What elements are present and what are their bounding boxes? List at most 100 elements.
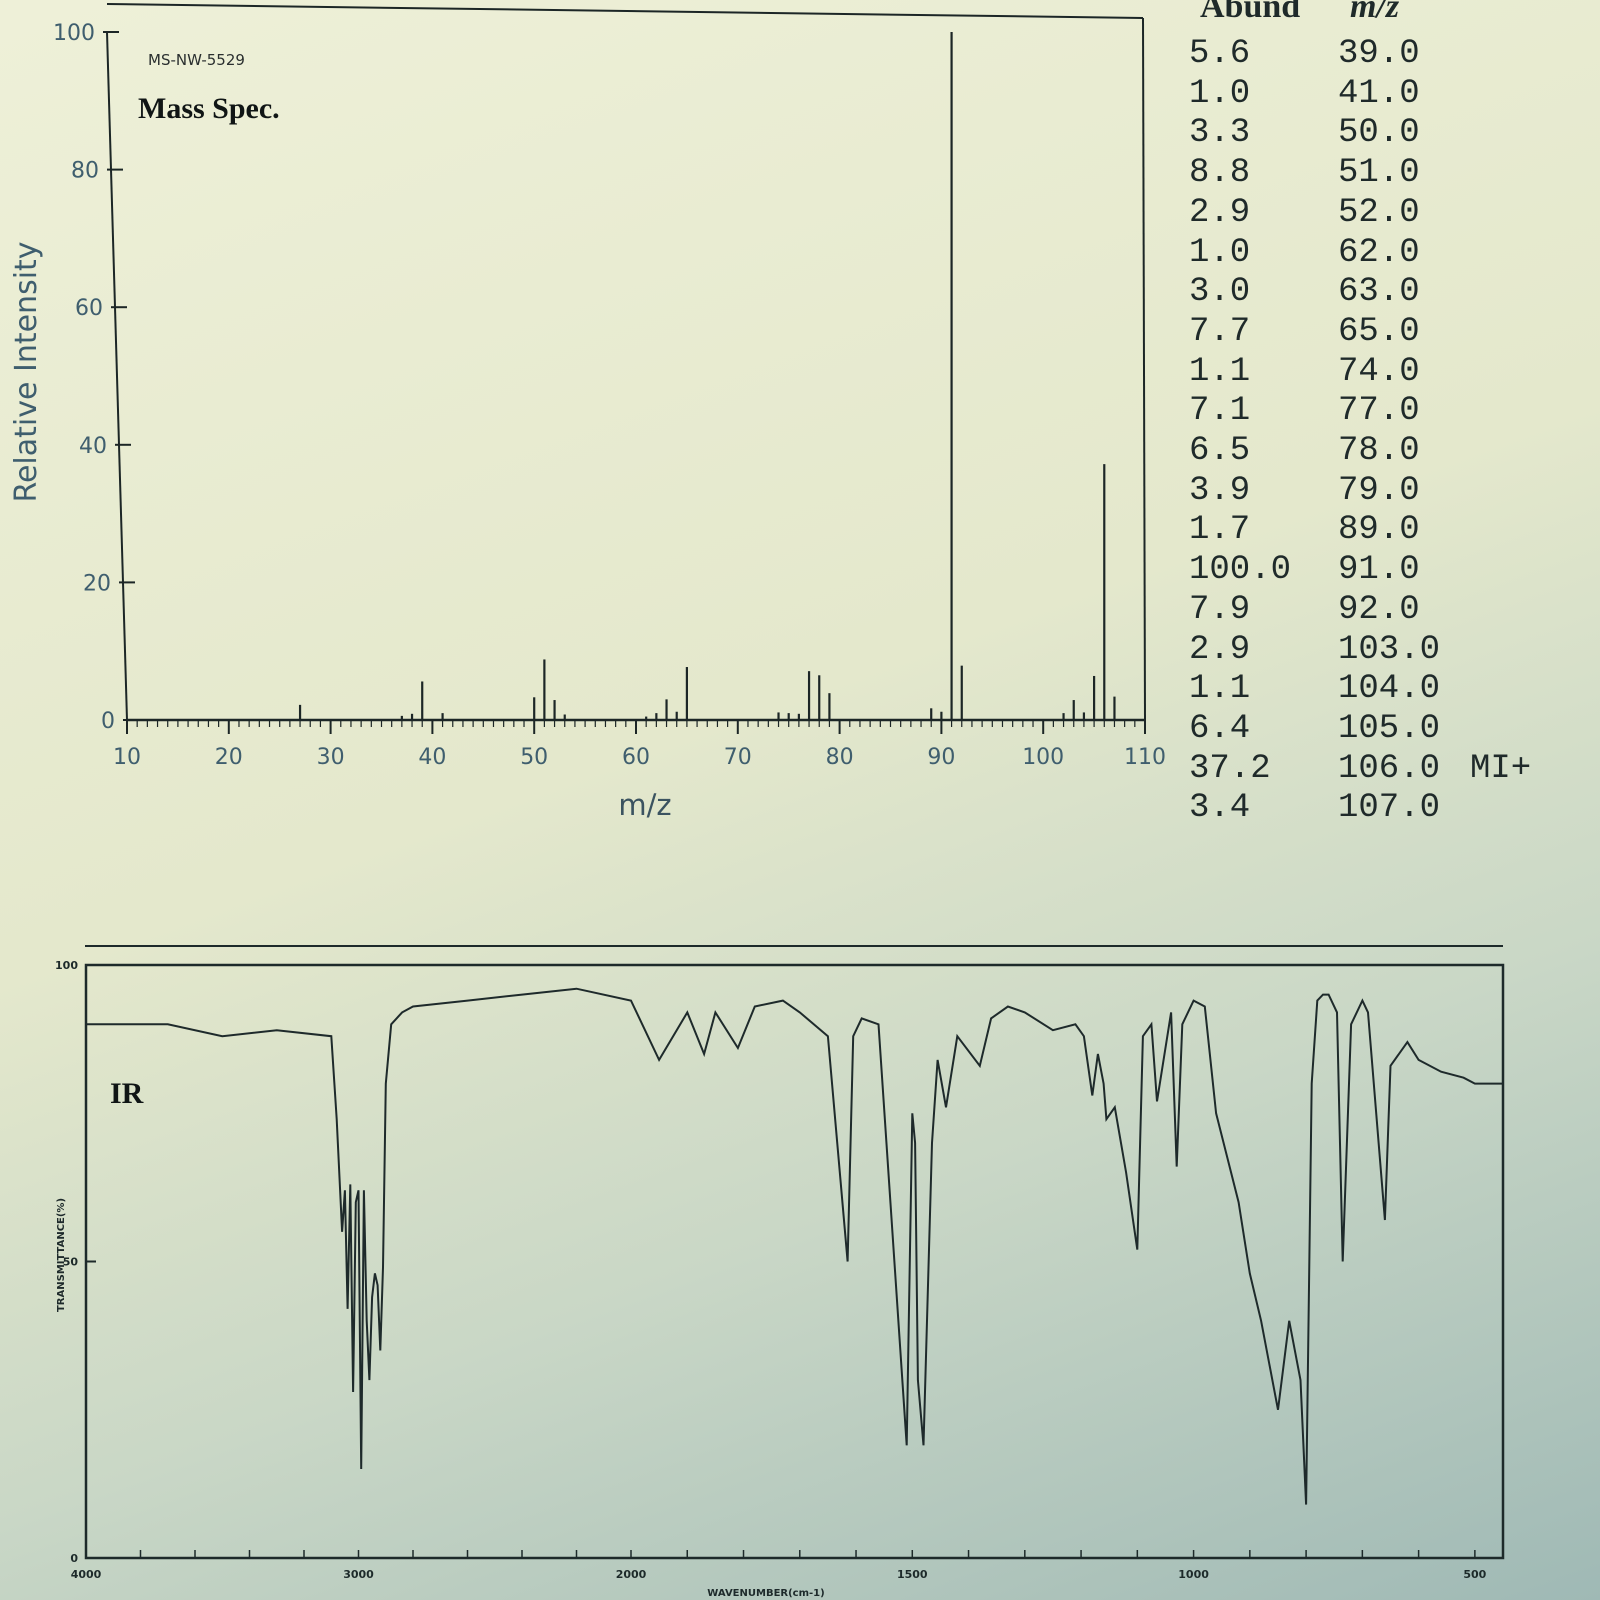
mz-value: 52.0 bbox=[1338, 193, 1420, 232]
abundance-row: 3.3 50.0 bbox=[1170, 114, 1530, 153]
mz-value: 104.0 bbox=[1338, 670, 1441, 709]
ms-x-tick-label: 60 bbox=[622, 745, 650, 770]
abundance-value: 100.0 bbox=[1189, 551, 1292, 590]
ms-sample-id: MS-NW-5529 bbox=[148, 51, 245, 69]
ms-right-border bbox=[1142, 17, 1146, 721]
mz-value: 65.0 bbox=[1338, 312, 1420, 351]
mass-spec-chart: 0 20 40 60 80 100 10 20 30 40 50 60 70 80 90 100 110 MS-… bbox=[9, 3, 1166, 822]
abundance-row: 7.1 77.0 bbox=[1170, 392, 1530, 431]
mz-value: 50.0 bbox=[1338, 114, 1420, 153]
mz-value: 79.0 bbox=[1338, 471, 1420, 510]
ir-x-tick-label: 1000 bbox=[1178, 1568, 1209, 1581]
ms-x-axis-label: m/z bbox=[618, 788, 671, 822]
abundance-row: 3.0 63.0 bbox=[1170, 273, 1530, 312]
ir-x-tick-label: 4000 bbox=[71, 1568, 102, 1581]
mz-value: 92.0 bbox=[1338, 590, 1420, 629]
mz-value: 63.0 bbox=[1338, 273, 1420, 312]
ms-y-tick-label: 80 bbox=[71, 159, 99, 184]
abund-header: Abund bbox=[1200, 0, 1301, 25]
abundance-row: 6.5 78.0 bbox=[1170, 432, 1530, 471]
abundance-value: 2.9 bbox=[1189, 193, 1251, 232]
abundance-table-header: Abund m/z bbox=[1170, 0, 1530, 28]
ir-x-tick-label: 3000 bbox=[343, 1568, 374, 1581]
abundance-row: 1.1 74.0 bbox=[1170, 353, 1530, 392]
molecular-ion-label: MI+ bbox=[1470, 749, 1532, 788]
abundance-row: 1.0 41.0 bbox=[1170, 75, 1530, 114]
abundance-row: 6.4 105.0 bbox=[1170, 710, 1530, 749]
ms-y-tick-label: 0 bbox=[101, 709, 115, 734]
ir-axes: 0 50 100 4000 3000 2000 1500 1000 500 bbox=[55, 959, 1487, 1581]
ms-bars bbox=[298, 32, 1116, 720]
abundance-value: 1.7 bbox=[1189, 511, 1251, 550]
ir-x-tick-label: 1500 bbox=[897, 1568, 928, 1581]
ir-plot-border bbox=[84, 963, 1505, 1560]
ir-y-axis-label: TRANSMITTANCE(%) bbox=[56, 1198, 67, 1312]
mz-value: 78.0 bbox=[1338, 432, 1420, 470]
abundance-row: 2.9 103.0 bbox=[1170, 631, 1530, 670]
abundance-value: 3.0 bbox=[1189, 273, 1251, 312]
mz-value: 105.0 bbox=[1338, 709, 1441, 748]
ms-x-tick-label: 20 bbox=[215, 745, 243, 770]
ir-y-tick-label: 50 bbox=[63, 1256, 79, 1269]
mz-value: 39.0 bbox=[1338, 35, 1420, 73]
ir-x-tick-label: 2000 bbox=[616, 1568, 647, 1581]
mz-value: 89.0 bbox=[1338, 511, 1420, 550]
abundance-value: 5.6 bbox=[1189, 35, 1251, 73]
abundance-row: 1.7 89.0 bbox=[1170, 511, 1530, 550]
ms-y-tick-label: 40 bbox=[79, 434, 107, 459]
ms-y-tick-label: 60 bbox=[75, 296, 103, 321]
mz-header: m/z bbox=[1350, 0, 1400, 25]
abundance-row: 5.6 39.0 bbox=[1170, 35, 1530, 74]
abundance-row: 8.8 51.0 bbox=[1170, 154, 1530, 193]
abundance-value: 3.4 bbox=[1189, 789, 1251, 828]
ir-y-tick-label: 100 bbox=[55, 959, 78, 972]
abundance-value: 7.9 bbox=[1189, 590, 1251, 629]
abundance-row: 100.0 91.0 bbox=[1170, 551, 1530, 590]
ir-spectrum-line bbox=[86, 987, 1503, 1505]
ms-x-tick-label: 100 bbox=[1022, 745, 1064, 770]
ms-x-tick-label: 30 bbox=[317, 745, 345, 770]
abundance-row: 3.9 79.0 bbox=[1170, 472, 1530, 511]
ms-x-tick-label: 110 bbox=[1124, 745, 1166, 770]
mz-value: 74.0 bbox=[1338, 352, 1420, 391]
ir-title: IR bbox=[110, 1077, 144, 1110]
abundance-value: 7.7 bbox=[1189, 312, 1251, 351]
mz-value: 106.0 bbox=[1338, 749, 1441, 788]
ms-x-tick-label: 10 bbox=[113, 745, 141, 770]
ms-title: Mass Spec. bbox=[138, 92, 280, 125]
ir-x-tick-label: 500 bbox=[1463, 1568, 1486, 1581]
abundance-value: 6.4 bbox=[1189, 709, 1251, 748]
mz-value: 103.0 bbox=[1338, 630, 1441, 669]
abundance-row: 7.9 92.0 bbox=[1170, 591, 1530, 630]
ms-x-tick-label: 40 bbox=[418, 745, 446, 770]
ir-y-tick-label: 0 bbox=[70, 1552, 78, 1565]
ms-y-axis-label: Relative Intensity bbox=[9, 241, 44, 502]
abundance-value: 6.5 bbox=[1189, 432, 1251, 470]
ms-x-tick-label: 90 bbox=[927, 745, 955, 770]
abundance-row: 2.9 52.0 bbox=[1170, 194, 1530, 233]
mz-value: 77.0 bbox=[1338, 392, 1420, 431]
mz-value: 41.0 bbox=[1338, 74, 1420, 113]
ms-y-tick-label: 20 bbox=[83, 571, 111, 596]
abundance-value: 1.0 bbox=[1189, 233, 1251, 272]
mz-value: 51.0 bbox=[1338, 154, 1420, 193]
ms-x-tick-label: 70 bbox=[724, 745, 752, 770]
abundance-row: 1.1 104.0 bbox=[1170, 670, 1530, 709]
abundance-value: 1.0 bbox=[1189, 74, 1251, 113]
abundance-value: 2.9 bbox=[1189, 630, 1251, 669]
ms-y-axis-line bbox=[106, 31, 128, 721]
abundance-row: 37.2 106.0 MI+ bbox=[1170, 749, 1532, 789]
ms-y-tick-label: 100 bbox=[53, 21, 95, 46]
ms-x-tick-label: 50 bbox=[520, 745, 548, 770]
ms-x-tick-label: 80 bbox=[826, 745, 854, 770]
abundance-value: 37.2 bbox=[1189, 749, 1271, 788]
ms-axes: 0 20 40 60 80 100 10 20 30 40 50 60 70 80 90 100 110 bbox=[53, 21, 1166, 770]
mz-value: 62.0 bbox=[1338, 233, 1420, 272]
abundance-row: 7.7 65.0 bbox=[1170, 313, 1530, 352]
abundance-row: 1.0 62.0 bbox=[1170, 234, 1530, 273]
abundance-value: 7.1 bbox=[1189, 392, 1251, 431]
ms-top-border bbox=[106, 3, 1144, 19]
abundance-value: 1.1 bbox=[1189, 670, 1251, 709]
abundance-value: 1.1 bbox=[1189, 352, 1251, 391]
abundance-row: 3.4 107.0 bbox=[1170, 789, 1530, 828]
